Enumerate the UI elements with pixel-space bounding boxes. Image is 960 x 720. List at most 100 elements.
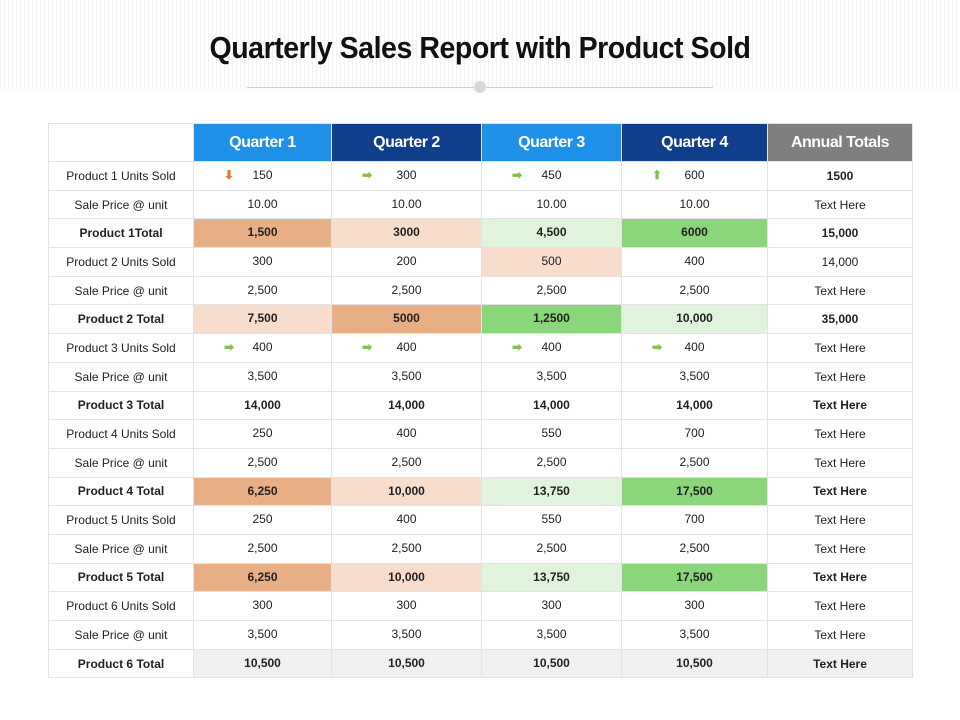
quarter-1-cell: 250 — [193, 419, 332, 449]
cell-content: 14,000 — [195, 392, 331, 419]
cell-value: 550 — [541, 426, 562, 441]
quarter-4-cell: 3,500 — [621, 620, 768, 650]
annual-total-cell: Text Here — [767, 620, 913, 650]
cell-content: 14,000 — [483, 392, 621, 419]
quarter-3-cell: 10,500 — [481, 648, 622, 679]
cell-content: ⬇ 150 — [195, 162, 331, 189]
quarter-2-cell: 10.00 — [331, 189, 482, 220]
cell-value: 700 — [684, 426, 705, 441]
right-arrow-icon: ➡ — [224, 340, 235, 355]
cell-content: 10,000 — [333, 478, 481, 505]
cell-content: 10.00 — [623, 191, 767, 218]
cell-content: 2,500 — [333, 535, 481, 562]
cell-content: 6000 — [623, 220, 767, 247]
quarter-2-cell: ➡ 300 — [331, 161, 482, 191]
header-background — [0, 0, 960, 90]
cell-value: 1,500 — [247, 225, 278, 240]
cell-content: 10,500 — [333, 650, 481, 677]
row-label: Product 4 Total — [48, 476, 194, 507]
quarter-1-cell: 300 — [193, 247, 332, 277]
cell-content: ⬆ 600 — [623, 162, 767, 189]
cell-value: 150 — [252, 168, 273, 182]
cell-content: 7,500 — [195, 306, 331, 333]
cell-value: 450 — [541, 168, 562, 182]
annual-total-cell: 15,000 — [767, 218, 913, 249]
quarter-3-cell: 550 — [481, 419, 622, 449]
quarter-4-cell: 700 — [621, 419, 768, 449]
quarter-1-cell: 7,500 — [193, 304, 332, 335]
cell-content: 4,500 — [483, 220, 621, 247]
header-quarter-3: Quarter 3 — [481, 123, 622, 162]
quarter-2-cell: 2,500 — [331, 447, 482, 478]
cell-content: ➡ 300 — [333, 162, 481, 189]
cell-content: ➡ 400 — [623, 335, 767, 362]
quarter-3-cell: 3,500 — [481, 620, 622, 650]
cell-value: 2,500 — [247, 282, 278, 297]
quarter-4-cell: 2,500 — [621, 275, 768, 306]
cell-value: 200 — [396, 254, 417, 269]
annual-total-cell: Text Here — [767, 591, 913, 621]
row-label: Sale Price @ unit — [48, 275, 194, 306]
cell-content: 10.00 — [483, 191, 621, 218]
row-label: Product 6 Units Sold — [48, 591, 194, 621]
cell-content: 3,500 — [333, 363, 481, 390]
row-label: Sale Price @ unit — [48, 189, 194, 220]
cell-value: 700 — [684, 512, 705, 527]
cell-content: 10.00 — [333, 191, 481, 218]
cell-value: 5000 — [393, 311, 420, 326]
table-row: Product 4 Total 6,250 10,000 13,750 17,500 Te… — [48, 476, 913, 507]
cell-content: 3,500 — [483, 363, 621, 390]
annual-total-cell: Text Here — [767, 533, 913, 564]
cell-value: 300 — [252, 598, 273, 613]
quarter-2-cell: 10,000 — [331, 562, 482, 593]
cell-value: 3,500 — [679, 368, 710, 383]
cell-content: 1,500 — [195, 220, 331, 247]
cell-content: 2,500 — [623, 449, 767, 476]
cell-value: 2,500 — [247, 454, 278, 469]
quarter-3-cell: 3,500 — [481, 361, 622, 392]
cell-value: 14,000 — [244, 397, 281, 412]
quarter-2-cell: 200 — [331, 247, 482, 277]
cell-value: 250 — [252, 512, 273, 527]
table-row: Product 5 Units Sold 250 400 550 700 Text Her… — [48, 505, 913, 535]
quarter-1-cell: 300 — [193, 591, 332, 621]
cell-content: 3,500 — [623, 363, 767, 390]
annual-total-cell: Text Here — [767, 419, 913, 449]
cell-value: 1,2500 — [533, 311, 570, 326]
cell-value: 500 — [541, 254, 562, 269]
cell-value: 14,000 — [388, 397, 425, 412]
annual-total-cell: 35,000 — [767, 304, 913, 335]
cell-content: 300 — [195, 249, 331, 276]
quarter-1-cell: 10.00 — [193, 189, 332, 220]
table-row: Product 4 Units Sold 250 400 550 700 Text Her… — [48, 419, 913, 449]
annual-total-cell: Text Here — [767, 361, 913, 392]
cell-content: 10,000 — [333, 564, 481, 591]
cell-value: 400 — [541, 340, 562, 355]
table-row: Product 2 Units Sold 300 200 500 400 14,000 — [48, 247, 913, 277]
table-row: Product 6 Total 10,500 10,500 10,500 10,500 T… — [48, 648, 913, 679]
quarter-3-cell: 2,500 — [481, 275, 622, 306]
cell-value: 2,500 — [536, 282, 567, 297]
cell-value: 10.00 — [247, 196, 278, 211]
cell-content: 3,500 — [623, 621, 767, 648]
cell-value: 7,500 — [247, 311, 278, 326]
annual-total-cell: Text Here — [767, 562, 913, 593]
table-row: Sale Price @ unit 2,500 2,500 2,500 2,500 Tex… — [48, 275, 913, 306]
cell-value: 10.00 — [391, 196, 422, 211]
cell-content: ➡ 400 — [195, 335, 331, 362]
row-label: Product 2 Units Sold — [48, 247, 194, 277]
quarter-1-cell: ➡ 400 — [193, 333, 332, 363]
quarter-2-cell: 2,500 — [331, 533, 482, 564]
table-row: Product 6 Units Sold 300 300 300 300 Text Her… — [48, 591, 913, 621]
right-arrow-icon: ➡ — [512, 168, 523, 182]
cell-value: 300 — [396, 168, 417, 182]
cell-value: 400 — [684, 340, 705, 355]
cell-value: 10,500 — [388, 655, 425, 670]
up-arrow-icon: ⬆ — [652, 168, 663, 182]
cell-content: 3,500 — [483, 621, 621, 648]
quarter-4-cell: 2,500 — [621, 533, 768, 564]
cell-value: 14,000 — [676, 397, 713, 412]
cell-value: 2,500 — [247, 540, 278, 555]
cell-content: 2,500 — [333, 277, 481, 304]
cell-content: 2,500 — [623, 277, 767, 304]
